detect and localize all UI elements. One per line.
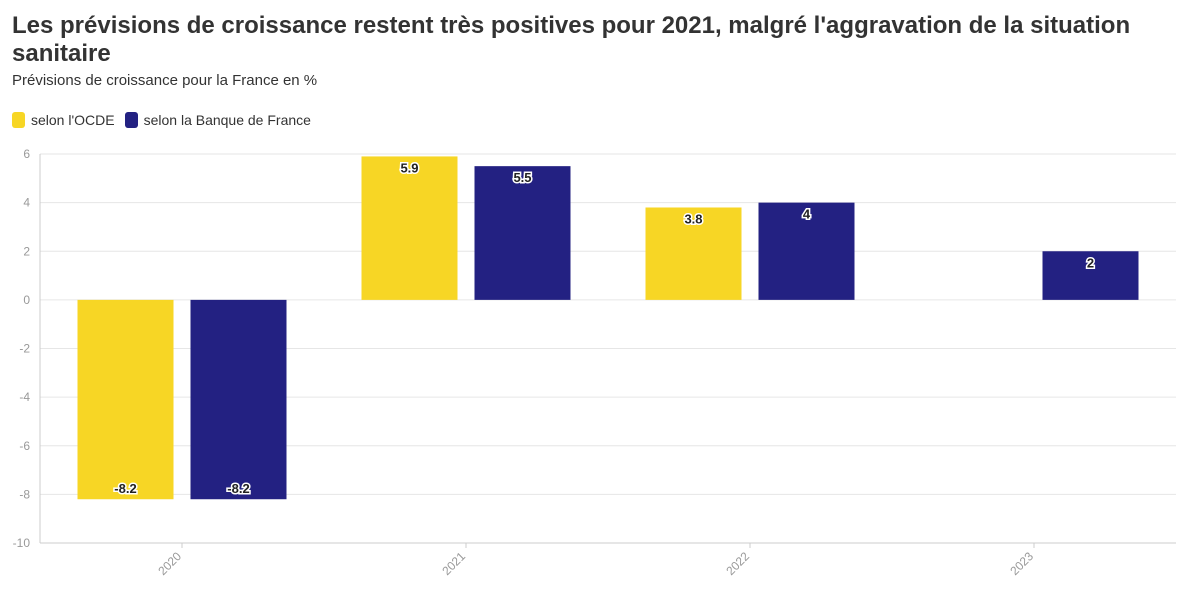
bar-bdf-2022 (758, 202, 855, 300)
x-tick-label-2022: 2022 (723, 549, 752, 578)
bar-bdf-2021 (474, 166, 571, 300)
legend-label-bdf: selon la Banque de France (143, 112, 311, 128)
chart-title: Les prévisions de croissance restent trè… (12, 12, 1131, 67)
y-tick-label: -10 (13, 536, 31, 550)
y-tick-label: 0 (23, 293, 30, 307)
y-tick-label: -2 (19, 342, 30, 356)
legend-item-bdf[interactable]: selon la Banque de France (124, 112, 311, 128)
legend: selon l'OCDE selon la Banque de France (12, 112, 311, 128)
data-label-ocde-2020: -8.2 (114, 481, 136, 496)
x-tick-label-2023: 2023 (1007, 549, 1036, 578)
data-label-ocde-2021: 5.9 (400, 160, 418, 175)
bar-bdf-2023 (1042, 251, 1139, 300)
legend-swatch-bdf (124, 112, 138, 128)
data-label-bdf-2023: 2 (1087, 255, 1094, 270)
chart-subtitle: Prévisions de croissance pour la France … (12, 72, 318, 89)
data-label-bdf-2021: 5.5 (513, 170, 531, 185)
data-label-ocde-2022: 3.8 (684, 211, 702, 226)
y-tick-label: -6 (19, 439, 30, 453)
y-tick-label: -8 (19, 487, 30, 501)
bar-ocde-2020 (77, 299, 174, 500)
bar-ocde-2022 (645, 207, 742, 300)
y-tick-label: 2 (23, 244, 30, 258)
x-tick-label-2020: 2020 (155, 549, 184, 578)
data-label-bdf-2020: -8.2 (227, 481, 249, 496)
y-tick-label: 6 (23, 147, 30, 161)
data-label-bdf-2022: 4 (803, 207, 811, 222)
y-tick-label: 4 (23, 196, 30, 210)
legend-item-ocde[interactable]: selon l'OCDE (12, 112, 115, 128)
x-tick-label-2021: 2021 (439, 549, 468, 578)
legend-label-ocde: selon l'OCDE (31, 112, 115, 128)
bar-bdf-2020 (190, 299, 287, 500)
y-tick-label: -4 (19, 390, 30, 404)
bar-ocde-2021 (361, 156, 458, 300)
legend-swatch-ocde (12, 112, 25, 128)
